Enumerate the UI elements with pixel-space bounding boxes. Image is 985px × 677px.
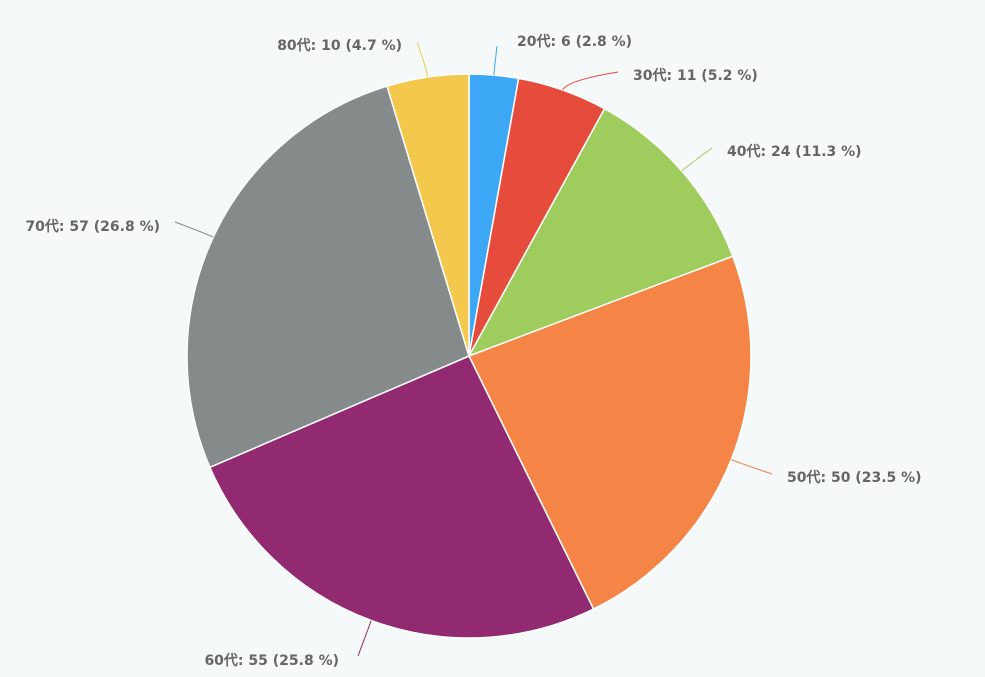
label-connectors	[174, 41, 773, 657]
data-label-80代: 80代: 10 (4.7 %)	[277, 37, 402, 54]
data-label-20代: 20代: 6 (2.8 %)	[517, 33, 632, 50]
data-label-40代: 40代: 24 (11.3 %)	[727, 143, 862, 160]
data-label-70代: 70代: 57 (26.8 %)	[25, 218, 160, 235]
pie-slice-50代[interactable]	[467, 255, 752, 611]
label-connector-50代	[731, 459, 773, 475]
label-connector-30代	[562, 71, 619, 91]
label-connector-20代	[493, 45, 498, 76]
pie-slice-40代[interactable]	[467, 107, 734, 358]
label-connector-60代	[357, 620, 372, 657]
data-label-30代: 30代: 11 (5.2 %)	[633, 67, 758, 84]
data-label-60代: 60代: 55 (25.8 %)	[204, 652, 339, 669]
label-connector-40代	[681, 147, 713, 172]
data-labels: 20代: 6 (2.8 %)30代: 11 (5.2 %) 40代: 24 (11…	[25, 33, 921, 669]
label-connector-70代	[174, 221, 214, 238]
pie-slices	[186, 73, 752, 639]
data-label-50代: 50代: 50 (23.5 %)	[787, 469, 922, 486]
label-connector-80代	[416, 41, 429, 78]
